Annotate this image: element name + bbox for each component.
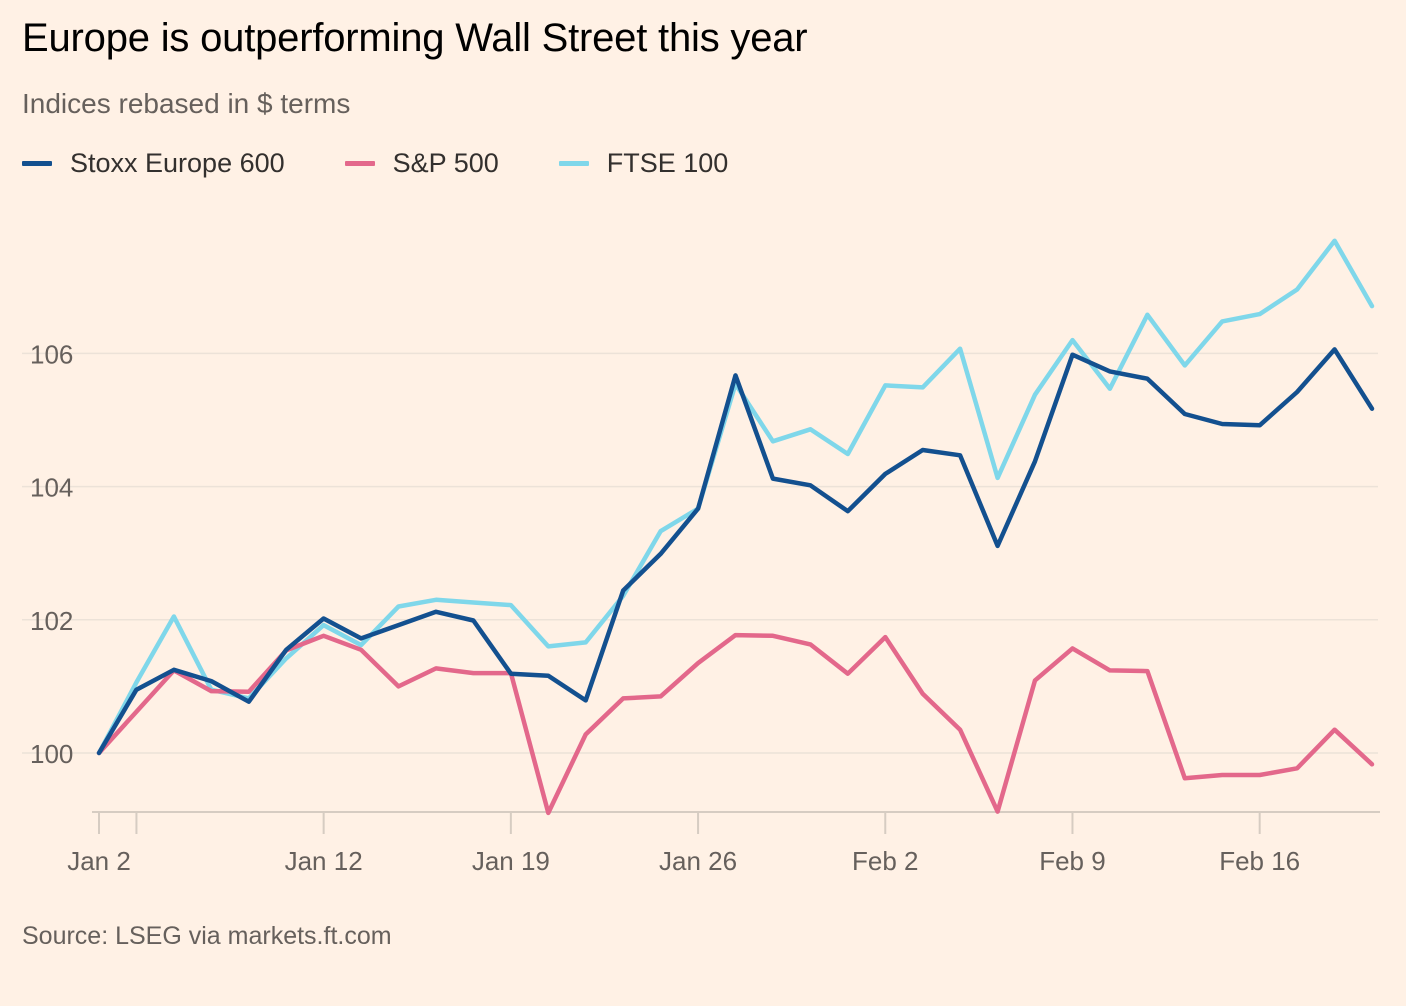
legend-swatch-ftse bbox=[558, 161, 589, 166]
chart-subtitle: Indices rebased in $ terms bbox=[22, 88, 351, 119]
source-note: Source: LSEG via markets.ft.com bbox=[22, 922, 392, 950]
series-line-ftse-100 bbox=[96, 238, 1375, 756]
legend-item-sp500: S&P 500 bbox=[344, 148, 499, 179]
legend-item-stoxx: Stoxx Europe 600 bbox=[22, 148, 285, 179]
y-axis-ticks: 100 102 104 106 bbox=[30, 339, 73, 769]
gridlines bbox=[22, 352, 1378, 754]
legend: Stoxx Europe 600 S&P 500 FTSE 100 bbox=[22, 148, 788, 179]
x-tick-label-jan-2: Jan 2 bbox=[67, 846, 131, 876]
x-tick-label-feb-9: Feb 9 bbox=[1039, 846, 1106, 876]
x-tick-label-jan-19: Jan 19 bbox=[472, 846, 550, 876]
y-tick-label-102: 102 bbox=[30, 606, 73, 636]
legend-item-ftse: FTSE 100 bbox=[558, 148, 729, 179]
legend-label-ftse: FTSE 100 bbox=[606, 148, 729, 178]
x-axis: Jan 2 Jan 12 Jan 19 Jan 26 Feb 2 Feb 9 Feb 16 bbox=[67, 811, 1380, 876]
chart-title: Europe is outperforming Wall Street this… bbox=[22, 16, 808, 60]
legend-swatch-sp500 bbox=[344, 161, 375, 166]
y-tick-label-104: 104 bbox=[30, 473, 73, 503]
series-lines bbox=[96, 238, 1375, 816]
y-tick-label-100: 100 bbox=[30, 739, 73, 769]
series-line-s-p-500 bbox=[96, 632, 1375, 816]
line-chart: 100 102 104 106 Jan 2 Jan 12 Jan 19 Jan 26 Feb … bbox=[22, 238, 1380, 876]
series-line-stoxx-europe-600 bbox=[96, 347, 1375, 756]
legend-label-stoxx: Stoxx Europe 600 bbox=[70, 148, 285, 178]
legend-label-sp500: S&P 500 bbox=[392, 148, 499, 178]
y-tick-label-106: 106 bbox=[30, 339, 73, 369]
x-tick-label-jan-12: Jan 12 bbox=[285, 846, 363, 876]
x-tick-label-feb-16: Feb 16 bbox=[1219, 846, 1300, 876]
legend-swatch-stoxx bbox=[22, 161, 52, 166]
x-tick-label-jan-26: Jan 26 bbox=[659, 846, 737, 876]
x-tick-label-feb-2: Feb 2 bbox=[852, 846, 919, 876]
